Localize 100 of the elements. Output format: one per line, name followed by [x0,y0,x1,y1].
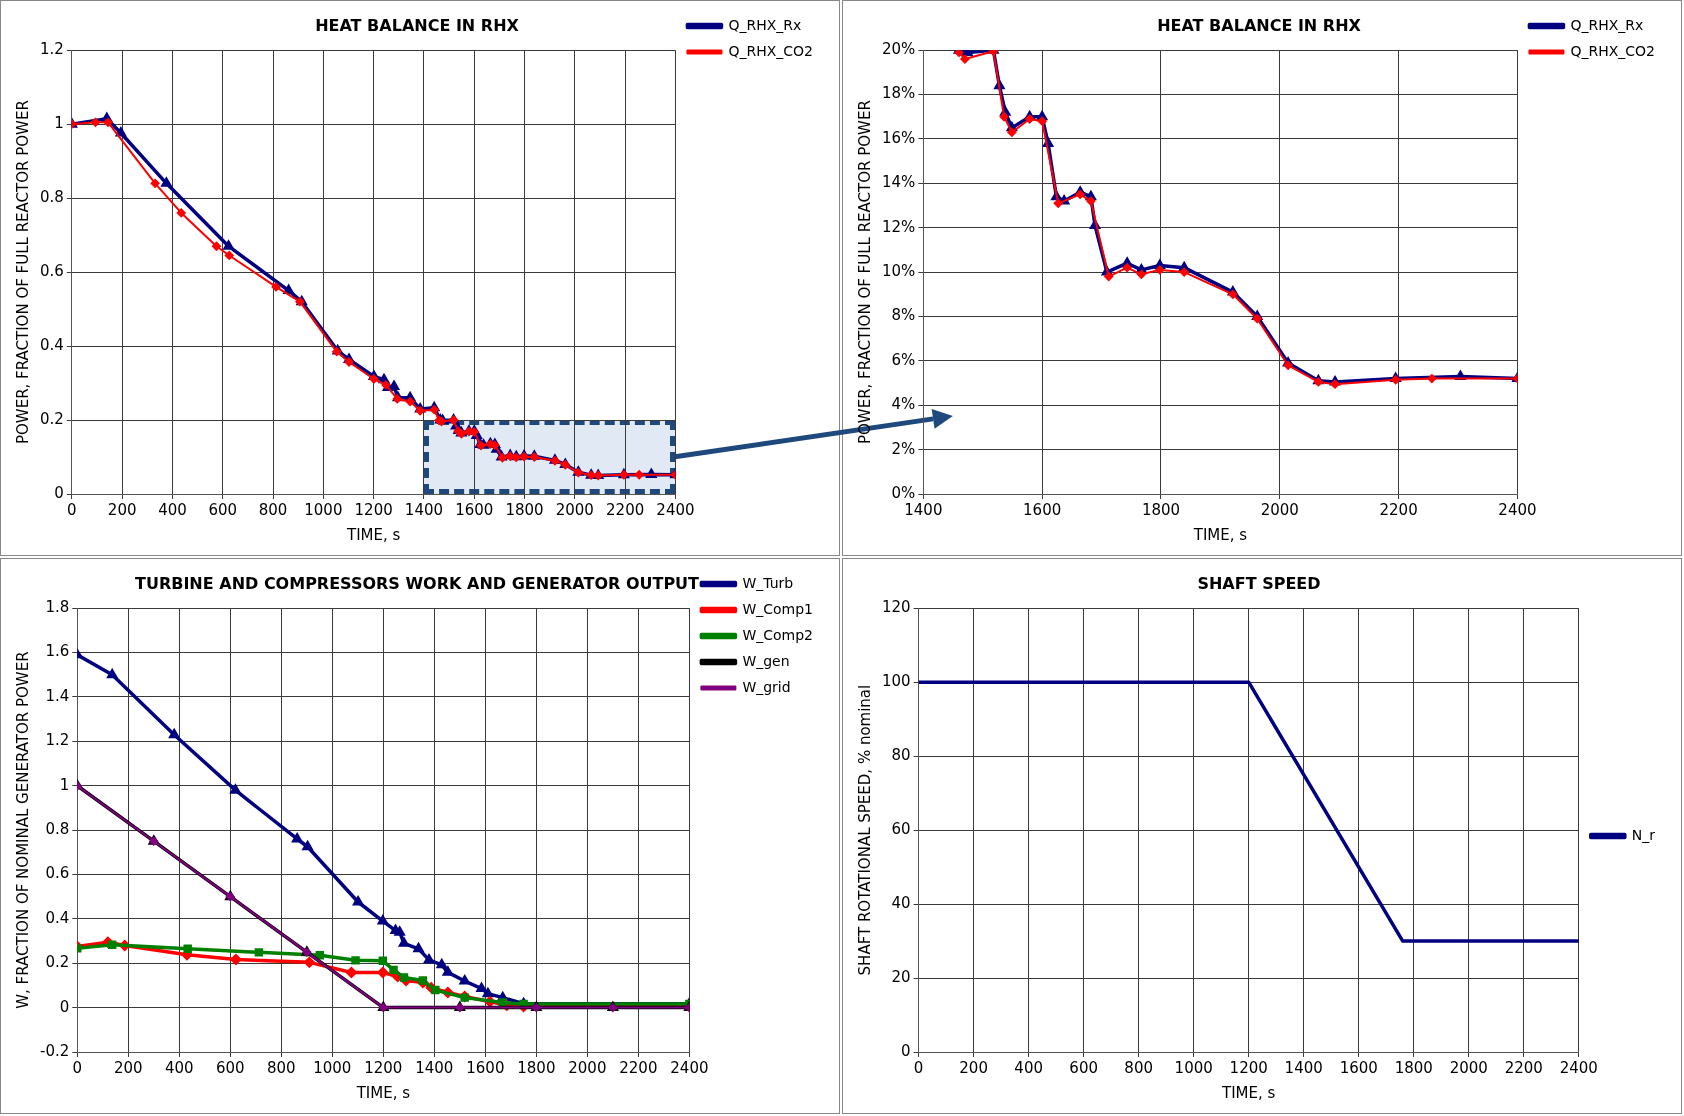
x-tick-label: 1400 [415,1058,454,1077]
x-tick-label: 1200 [1229,1058,1268,1077]
y-tick-label: 0.6 [45,864,70,883]
y-tick-label: 0 [901,1041,911,1060]
y-tick-label: 18% [882,84,916,103]
y-tick-label: 8% [891,306,916,325]
y-tick-label: 100 [881,672,911,691]
y-axis-title: W, FRACTION OF NOMINAL GENERATOR POWER [13,651,32,1009]
x-tick-label: 2000 [1449,1058,1488,1077]
legend-label: Q_RHX_Rx [728,16,802,33]
x-axis-title: TIME, s [345,525,401,544]
x-tick-label: 1400 [1284,1058,1323,1077]
y-tick-label: 10% [882,261,916,280]
legend-label: Q_RHX_Rx [1570,16,1644,33]
x-tick-label: 1800 [517,1058,556,1077]
legend-label: W_grid [742,678,791,695]
y-tick-label: 1 [54,114,64,133]
x-tick-label: 600 [1069,1058,1098,1077]
legend-label: W_Turb [742,574,794,591]
y-tick-label: 14% [882,173,916,192]
x-tick-label: 1800 [505,500,544,519]
x-tick-label: 200 [959,1058,988,1077]
y-tick-label: 16% [882,128,916,147]
legend-label: N_r [1631,826,1656,843]
x-tick-label: 0 [72,1058,83,1077]
legend-label: W_gen [742,652,790,669]
x-tick-label: 800 [266,1058,296,1077]
y-tick-label: 0.4 [40,335,64,354]
x-tick-label: 400 [158,500,187,519]
x-tick-label: 1800 [1394,1058,1433,1077]
y-tick-label: 0.2 [40,409,64,428]
x-tick-label: 2000 [555,500,594,519]
x-tick-label: 200 [107,500,137,519]
x-tick-label: 2400 [1559,1058,1598,1077]
x-tick-label: 600 [215,1058,245,1077]
legend-label: W_Comp1 [742,600,814,617]
x-tick-label: 2400 [656,500,695,519]
y-tick-label: 0 [54,483,64,502]
legend-label: Q_RHX_CO2 [728,42,814,59]
x-tick-label: 1000 [304,500,343,519]
y-tick-label: 1.2 [45,731,70,750]
x-tick-label: 1400 [904,500,943,519]
x-tick-label: 2200 [619,1058,658,1077]
y-tick-label: 1.6 [45,642,70,661]
y-axis-title: POWER, FRACTION OF FULL REACTOR POWER [855,100,874,445]
x-tick-label: 1000 [1174,1058,1213,1077]
y-tick-label: 80 [891,746,911,765]
x-tick-label: 2000 [1260,500,1299,519]
y-axis-title: POWER, FRACTION OF FULL REACTOR POWER [13,100,32,445]
x-tick-label: 800 [1124,1058,1153,1077]
legend-label: W_Comp2 [742,626,814,643]
x-tick-label: 2200 [606,500,645,519]
x-tick-label: 1600 [455,500,494,519]
chart-title: HEAT BALANCE IN RHX [315,15,520,35]
y-tick-label: 1.8 [45,598,70,617]
x-tick-label: 1400 [404,500,444,519]
x-tick-label: 200 [113,1058,143,1077]
chart-title: SHAFT SPEED [1197,573,1321,593]
y-tick-label: 12% [882,217,916,236]
y-tick-label: 0.8 [40,188,64,207]
x-tick-label: 1000 [313,1058,352,1077]
x-tick-label: 400 [164,1058,194,1077]
legend-label: Q_RHX_CO2 [1570,42,1656,59]
y-tick-label: 2% [891,439,916,458]
x-tick-label: 600 [208,500,238,519]
y-tick-label: 20% [882,40,916,59]
y-tick-label: 1 [59,775,70,794]
y-tick-label: -0.2 [39,1041,70,1060]
y-tick-label: 1.4 [45,686,70,705]
y-tick-label: 0.8 [45,819,70,838]
y-tick-label: 4% [891,395,916,414]
x-tick-label: 1600 [1023,500,1062,519]
x-tick-label: 2000 [568,1058,607,1077]
y-tick-label: 0.4 [45,908,70,927]
x-tick-label: 1600 [466,1058,505,1077]
y-tick-label: 40 [891,893,911,912]
x-axis-title: TIME, s [1192,525,1248,544]
x-tick-label: 800 [258,500,288,519]
x-tick-label: 1200 [354,500,393,519]
x-tick-label: 2400 [670,1058,709,1077]
y-tick-label: 6% [891,350,916,369]
x-tick-label: 400 [1014,1058,1043,1077]
y-tick-label: 0 [59,997,70,1016]
x-tick-label: 1600 [1339,1058,1378,1077]
y-tick-label: 60 [891,819,911,838]
y-tick-label: 20 [891,967,911,986]
x-tick-label: 2400 [1498,500,1537,519]
y-tick-label: 0% [891,483,916,502]
x-axis-title: TIME, s [355,1083,411,1102]
x-tick-label: 1800 [1141,500,1181,519]
y-tick-label: 120 [881,598,911,617]
y-tick-label: 0.2 [45,953,70,972]
chart-title: HEAT BALANCE IN RHX [1157,15,1362,35]
x-tick-label: 2200 [1504,1058,1543,1077]
y-tick-label: 0.6 [40,261,64,280]
x-tick-label: 1200 [364,1058,403,1077]
y-axis-title: SHAFT ROTATIONAL SPEED, % nominal [855,684,874,976]
x-axis-title: TIME, s [1221,1083,1276,1102]
chart-title: TURBINE AND COMPRESSORS WORK AND GENERATOR OUTPUT [134,573,700,593]
y-tick-label: 1.2 [40,40,64,59]
